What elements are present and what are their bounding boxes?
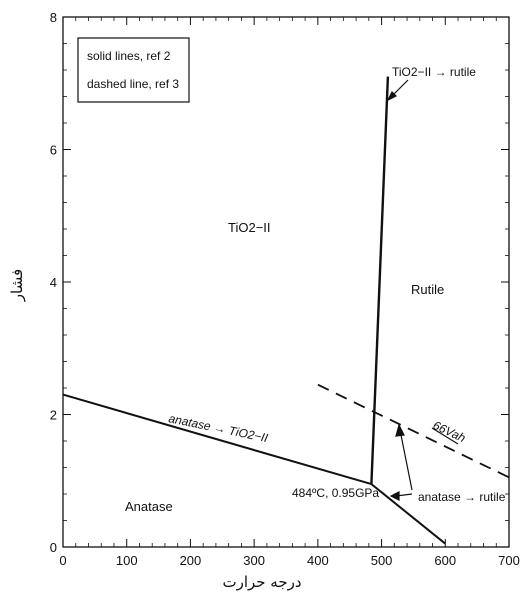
boundary-anatase-rutile [370, 483, 446, 545]
arrowhead-anatase-rutile-b [389, 491, 400, 501]
y-tick-label: 0 [50, 540, 57, 555]
y-tick-label: 2 [50, 408, 57, 423]
arrowhead-tio2ii-rutile [386, 90, 398, 102]
region-label-rutile: Rutile [411, 282, 444, 297]
legend-entry-solid: solid lines, ref 2 [87, 49, 171, 63]
x-tick-label: 200 [180, 553, 202, 568]
annotation-arrows [386, 79, 459, 501]
legend-box [77, 37, 190, 103]
x-tick-label: 700 [498, 553, 520, 568]
boundary-anatase-tio2ii [62, 393, 372, 486]
x-tick-label: 100 [116, 553, 138, 568]
x-tick-label: 400 [307, 553, 329, 568]
x-tick-label: 300 [243, 553, 265, 568]
y-tick-label: 4 [50, 275, 57, 290]
boundary-tio2ii-rutile [370, 76, 390, 485]
curve-label-anatase-rutile: anatase → rutile [418, 490, 506, 504]
x-tick-label: 600 [434, 553, 456, 568]
region-label-anatase: Anatase [125, 499, 173, 514]
triple-point-annotation: 484ºC, 0.95GPa [292, 486, 379, 500]
legend: solid lines, ref 2 dashed line, ref 3 [77, 37, 190, 103]
axis-tick-labels: 0 100 200 300 400 500 600 700 0 2 4 6 8 [50, 10, 520, 568]
phase-boundaries [62, 76, 510, 545]
region-label-tio2ii: TiO2−II [228, 220, 271, 235]
legend-entry-dashed: dashed line, ref 3 [87, 77, 179, 91]
y-tick-label: 6 [50, 143, 57, 158]
arrow-anatase-rutile-a [399, 429, 413, 491]
x-tick-label: 0 [59, 553, 66, 568]
x-axis-title: درجه حرارت [222, 573, 301, 591]
arrow-66vah [431, 427, 459, 445]
arrowhead-anatase-rutile-a [395, 423, 405, 437]
boundary-66vah-dashed [317, 383, 510, 479]
curve-label-tio2ii-rutile: TiO2−II → rutile [392, 65, 476, 79]
y-tick-label: 8 [50, 10, 57, 25]
y-axis-title: فشار [8, 269, 26, 302]
x-tick-label: 500 [371, 553, 393, 568]
